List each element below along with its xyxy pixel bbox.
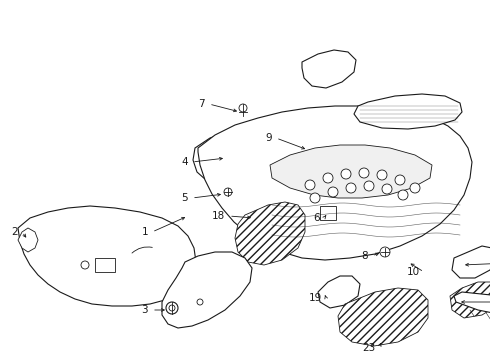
Text: 6: 6 [314,213,320,223]
Circle shape [377,170,387,180]
Polygon shape [18,228,38,252]
Polygon shape [18,206,196,306]
Circle shape [239,104,247,112]
Polygon shape [452,246,490,278]
Polygon shape [454,292,490,354]
Circle shape [224,188,232,196]
Circle shape [305,180,315,190]
Circle shape [410,183,420,193]
Polygon shape [450,282,490,318]
Polygon shape [320,206,336,220]
Circle shape [310,193,320,203]
Text: 7: 7 [198,99,205,109]
Text: 3: 3 [142,305,148,315]
Polygon shape [354,94,462,129]
Text: 10: 10 [407,267,420,277]
Polygon shape [198,106,472,260]
Polygon shape [302,50,356,88]
Circle shape [395,175,405,185]
Circle shape [197,299,203,305]
Text: 19: 19 [309,293,322,303]
Circle shape [382,184,392,194]
Polygon shape [193,132,258,182]
Text: 9: 9 [266,133,272,143]
Polygon shape [162,252,252,328]
Polygon shape [270,145,432,198]
Circle shape [364,181,374,191]
Polygon shape [95,258,115,272]
Circle shape [169,305,175,311]
Circle shape [380,247,390,257]
Polygon shape [235,202,305,265]
Text: 18: 18 [212,211,225,221]
Polygon shape [338,288,428,346]
Text: 23: 23 [362,343,375,353]
Circle shape [81,261,89,269]
Circle shape [398,190,408,200]
Circle shape [328,187,338,197]
Circle shape [166,302,178,314]
Polygon shape [318,276,360,308]
Text: 5: 5 [181,193,188,203]
Text: 2: 2 [11,227,18,237]
Text: 4: 4 [181,157,188,167]
Circle shape [346,183,356,193]
Text: 1: 1 [142,227,148,237]
Circle shape [323,173,333,183]
Text: 8: 8 [362,251,368,261]
Circle shape [359,168,369,178]
Circle shape [341,169,351,179]
